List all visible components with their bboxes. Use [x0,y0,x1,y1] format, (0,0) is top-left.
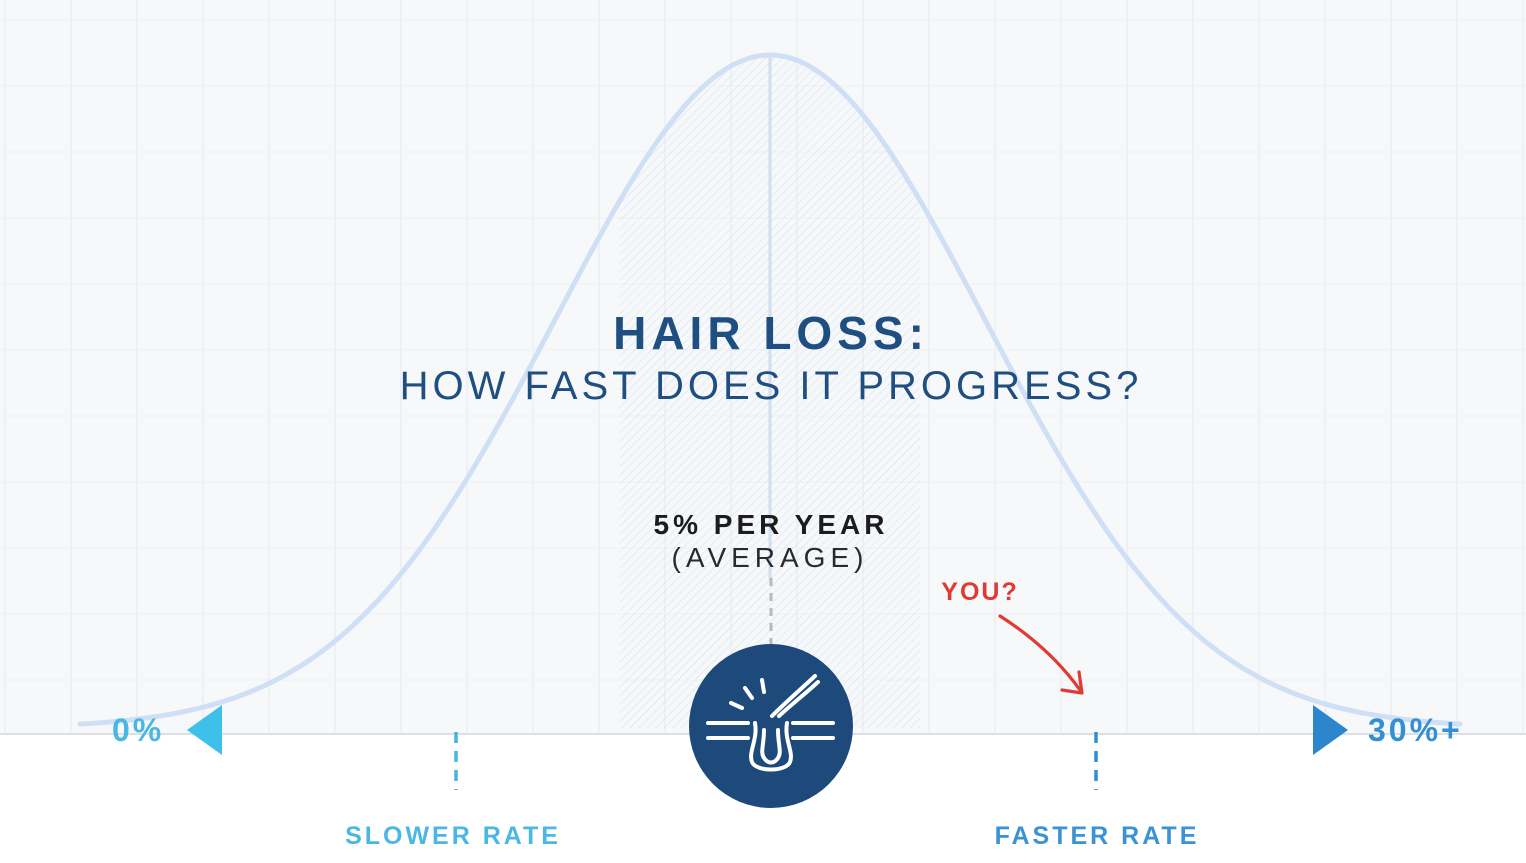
chart-title: HAIR LOSS: [613,307,929,359]
axis-right-arrowhead [1313,705,1348,755]
hair-follicle-badge [689,644,853,808]
you-arrow-icon [998,614,1084,695]
axis-min-label: 0% [112,712,164,748]
axis-left-arrowhead [187,705,222,755]
hair-follicle-icon [706,674,835,772]
faster-rate-label: FASTER RATE [995,822,1200,850]
slower-rate-label: SLOWER RATE [345,822,561,850]
axis-max-label: 30%+ [1368,712,1463,748]
average-value-label: 5% PER YEAR [654,509,889,540]
average-note-label: (AVERAGE) [672,542,869,573]
chart-subtitle: HOW FAST DOES IT PROGRESS? [400,364,1143,408]
you-annotation-label: YOU? [941,578,1018,606]
